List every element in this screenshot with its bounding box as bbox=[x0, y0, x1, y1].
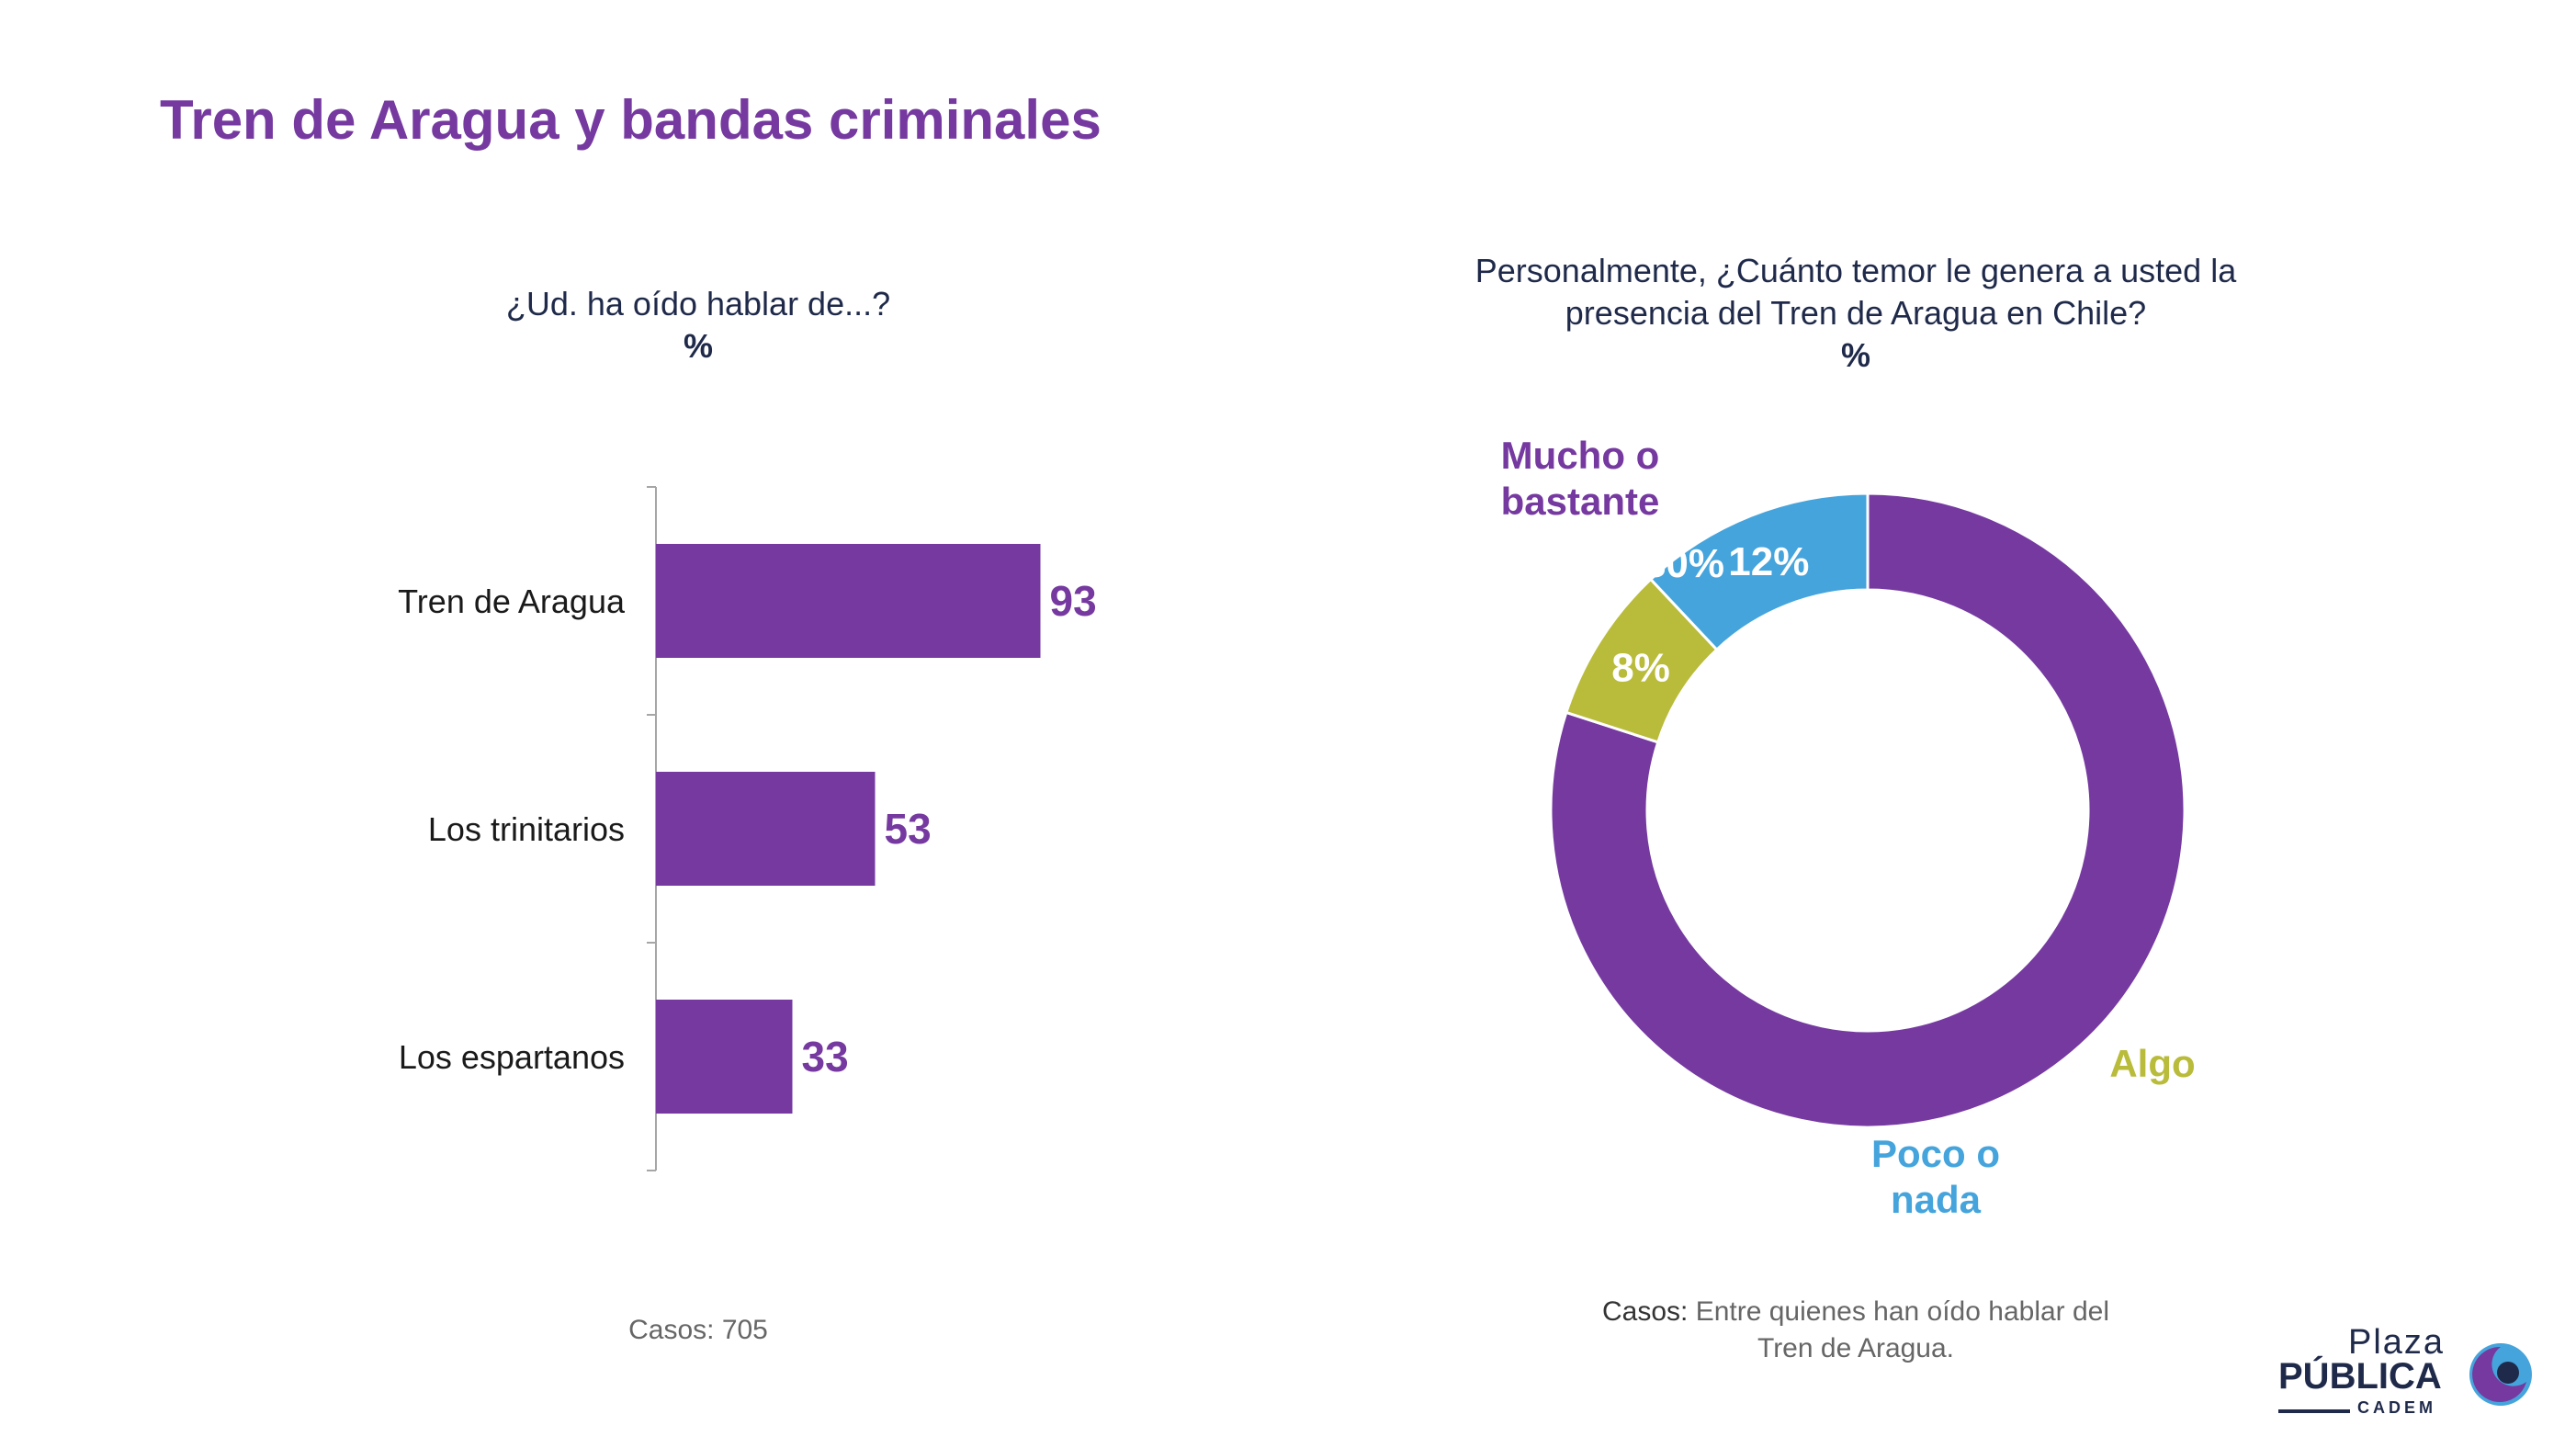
bar bbox=[656, 544, 1041, 658]
logo-cadem-text: CADEM bbox=[2357, 1398, 2436, 1417]
donut-slice bbox=[1648, 492, 1870, 652]
bar-chart: Tren de Aragua 93 Los trinitarios 53 Los esp… bbox=[398, 486, 1097, 1171]
bar-chart-unit: % bbox=[683, 327, 713, 365]
donut-value-label: 12% bbox=[1728, 539, 1809, 584]
donut-category-label: Algo bbox=[2109, 1042, 2195, 1085]
bar bbox=[656, 1000, 793, 1114]
logo-swirl-icon bbox=[2469, 1343, 2532, 1406]
bar-chart-question: ¿Ud. ha oído hablar de...? % bbox=[404, 283, 992, 368]
bar-category-label: Los trinitarios bbox=[428, 810, 625, 848]
donut-category-label: Mucho o bastante bbox=[1501, 434, 1660, 523]
donut-casos-text: Entre quienes han oído hablar del Tren d… bbox=[1695, 1296, 2110, 1363]
bar-chart-question-text: ¿Ud. ha oído hablar de...? bbox=[505, 285, 891, 322]
bar bbox=[656, 772, 876, 886]
bar-value-label: 33 bbox=[802, 1033, 849, 1080]
logo-underline bbox=[2278, 1409, 2350, 1413]
page-title: Tren de Aragua y bandas criminales bbox=[160, 89, 1102, 151]
bar-value-label: 53 bbox=[885, 805, 932, 853]
donut-casos-label: Casos: bbox=[1601, 1296, 1689, 1327]
donut-value-label: 8% bbox=[1611, 645, 1670, 690]
donut-chart-casos-note: Casos: Entre quienes han oído hablar del… bbox=[1599, 1294, 2113, 1367]
bar-chart-casos-note: Casos: 705 bbox=[628, 1315, 768, 1345]
donut-slice bbox=[1549, 492, 2186, 1129]
bar-category-label: Tren de Aragua bbox=[398, 583, 626, 620]
donut-chart-slices: 80% 8% 12% Mucho o bastante Algo Poco o nada bbox=[1501, 434, 2196, 1221]
plaza-publica-cadem-logo: Plaza PÚBLICA CADEM bbox=[2278, 1323, 2554, 1424]
donut-chart-unit: % bbox=[1840, 336, 1870, 374]
logo-publica-text: PÚBLICA bbox=[2278, 1356, 2442, 1397]
bar-chart-bars: Tren de Aragua 93 Los trinitarios 53 Los esp… bbox=[398, 544, 1097, 1114]
donut-chart-question-text: Personalmente, ¿Cuánto temor le genera a… bbox=[1474, 252, 2237, 332]
donut-chart: 80% 8% 12% Mucho o bastante Algo Poco o nada bbox=[1501, 434, 2196, 1221]
bar-value-label: 93 bbox=[1050, 577, 1097, 625]
logo-plaza-text: Plaza bbox=[2348, 1323, 2446, 1362]
bar-category-label: Los espartanos bbox=[399, 1038, 625, 1076]
donut-category-label: Poco o nada bbox=[1871, 1132, 2000, 1221]
donut-chart-question: Personalmente, ¿Cuánto temor le genera a… bbox=[1396, 250, 2315, 377]
bar-chart-axis bbox=[647, 486, 657, 1171]
donut-value-label: 80% bbox=[1644, 541, 1724, 586]
